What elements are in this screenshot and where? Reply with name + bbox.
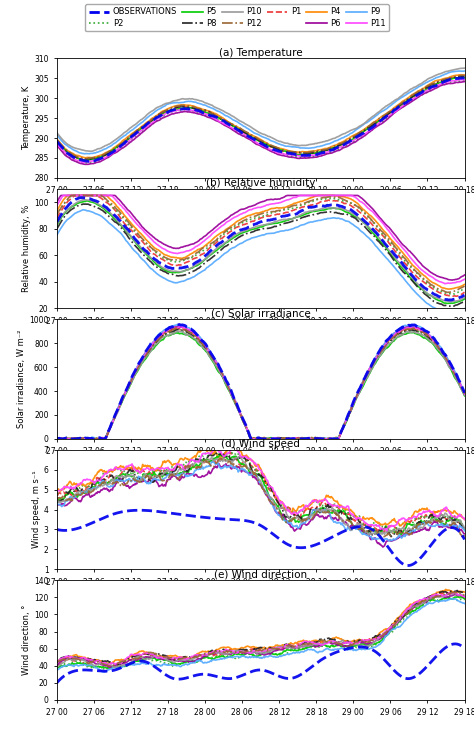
Y-axis label: Wind speed, m s⁻¹: Wind speed, m s⁻¹: [32, 471, 41, 548]
Y-axis label: Relative humidity, %: Relative humidity, %: [22, 205, 31, 292]
Title: (e) Wind direction: (e) Wind direction: [214, 569, 307, 580]
Y-axis label: Wind direction, °: Wind direction, °: [22, 605, 31, 675]
Title: (c) Solar irradiance: (c) Solar irradiance: [211, 308, 310, 319]
Title: (d) Wind speed: (d) Wind speed: [221, 439, 300, 449]
Title: (a) Temperature: (a) Temperature: [219, 47, 302, 58]
Title: (b) Relative humidity: (b) Relative humidity: [206, 178, 315, 188]
Y-axis label: Temperature, K: Temperature, K: [22, 86, 31, 150]
Legend: OBSERVATIONS, P2, P5, P8, P10, P12, P1, , P4, P6, P9, P11: OBSERVATIONS, P2, P5, P8, P10, P12, P1, …: [85, 4, 389, 31]
Y-axis label: Solar irradiance, W m⁻²: Solar irradiance, W m⁻²: [18, 330, 27, 428]
